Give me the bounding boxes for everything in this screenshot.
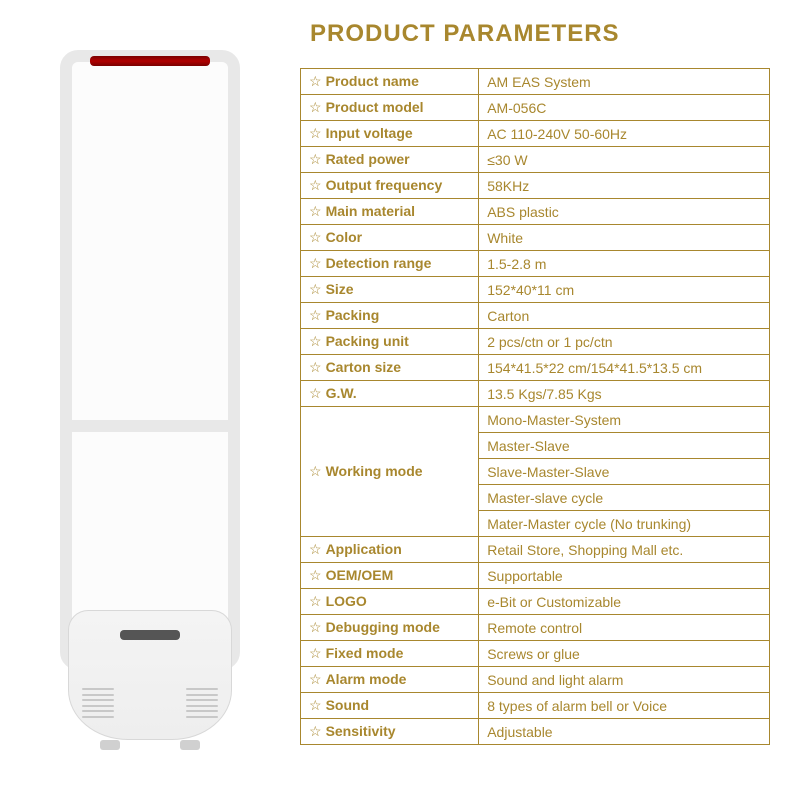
table-row: ☆LOGOe-Bit or Customizable [301,589,770,615]
table-row: ☆G.W.13.5 Kgs/7.85 Kgs [301,381,770,407]
spec-value: 152*40*11 cm [479,277,770,303]
table-row: ☆Product modelAM-056C [301,95,770,121]
spec-value: e-Bit or Customizable [479,589,770,615]
spec-label: ☆Application [301,537,479,563]
spec-value: 154*41.5*22 cm/154*41.5*13.5 cm [479,355,770,381]
table-row: ☆Debugging modeRemote control [301,615,770,641]
spec-label: ☆Packing [301,303,479,329]
spec-table: ☆Product nameAM EAS System☆Product model… [300,68,770,745]
spec-label: ☆Fixed mode [301,641,479,667]
star-icon: ☆ [309,177,322,193]
spec-label: ☆Input voltage [301,121,479,147]
spec-value: Master-slave cycle [479,485,770,511]
spec-value: White [479,225,770,251]
table-row: ☆Alarm modeSound and light alarm [301,667,770,693]
spec-label: ☆Detection range [301,251,479,277]
spec-label: ☆Product name [301,69,479,95]
table-row: ☆OEM/OEMSupportable [301,563,770,589]
star-icon: ☆ [309,619,322,635]
spec-label: ☆G.W. [301,381,479,407]
spec-value: ABS plastic [479,199,770,225]
star-icon: ☆ [309,645,322,661]
table-row: ☆Rated power≤30 W [301,147,770,173]
table-row: ☆Packing unit2 pcs/ctn or 1 pc/ctn [301,329,770,355]
spec-value: Sound and light alarm [479,667,770,693]
spec-label: ☆Color [301,225,479,251]
star-icon: ☆ [309,281,322,297]
spec-value: AM-056C [479,95,770,121]
star-icon: ☆ [309,385,322,401]
table-row: ☆Fixed modeScrews or glue [301,641,770,667]
spec-label: ☆Carton size [301,355,479,381]
star-icon: ☆ [309,671,322,687]
star-icon: ☆ [309,567,322,583]
table-row: ☆Output frequency58KHz [301,173,770,199]
page-title: PRODUCT PARAMETERS [310,20,770,48]
spec-value: Master-Slave [479,433,770,459]
spec-label: ☆Main material [301,199,479,225]
star-icon: ☆ [309,593,322,609]
table-row: ☆Input voltageAC 110-240V 50-60Hz [301,121,770,147]
spec-value: Retail Store, Shopping Mall etc. [479,537,770,563]
product-illustration [0,0,300,800]
spec-value: 2 pcs/ctn or 1 pc/ctn [479,329,770,355]
table-row: ☆SensitivityAdjustable [301,719,770,745]
star-icon: ☆ [309,697,322,713]
table-row: ☆ColorWhite [301,225,770,251]
table-row: ☆Product nameAM EAS System [301,69,770,95]
star-icon: ☆ [309,203,322,219]
star-icon: ☆ [309,359,322,375]
star-icon: ☆ [309,229,322,245]
table-row: ☆PackingCarton [301,303,770,329]
spec-value: Screws or glue [479,641,770,667]
spec-label: ☆Sound [301,693,479,719]
spec-value: Mater-Master cycle (No trunking) [479,511,770,537]
spec-value: 1.5-2.8 m [479,251,770,277]
content-area: PRODUCT PARAMETERS ☆Product nameAM EAS S… [300,0,800,800]
star-icon: ☆ [309,151,322,167]
star-icon: ☆ [309,73,322,89]
spec-value: ≤30 W [479,147,770,173]
star-icon: ☆ [309,125,322,141]
spec-label: ☆Rated power [301,147,479,173]
star-icon: ☆ [309,307,322,323]
spec-value: Supportable [479,563,770,589]
spec-value: 8 types of alarm bell or Voice [479,693,770,719]
spec-value: 58KHz [479,173,770,199]
spec-label: ☆Output frequency [301,173,479,199]
spec-value: Mono-Master-System [479,407,770,433]
spec-value: Remote control [479,615,770,641]
table-row: ☆Carton size154*41.5*22 cm/154*41.5*13.5… [301,355,770,381]
spec-value: Carton [479,303,770,329]
spec-label: ☆Product model [301,95,479,121]
star-icon: ☆ [309,723,322,739]
spec-value: AM EAS System [479,69,770,95]
spec-label: ☆Size [301,277,479,303]
spec-label: ☆Working mode [301,407,479,537]
spec-value: Adjustable [479,719,770,745]
spec-label: ☆LOGO [301,589,479,615]
spec-value: 13.5 Kgs/7.85 Kgs [479,381,770,407]
table-row: ☆Detection range1.5-2.8 m [301,251,770,277]
star-icon: ☆ [309,463,322,479]
table-row: ☆ApplicationRetail Store, Shopping Mall … [301,537,770,563]
spec-label: ☆Debugging mode [301,615,479,641]
star-icon: ☆ [309,541,322,557]
table-row: ☆Working modeMono-Master-System [301,407,770,433]
table-row: ☆Main materialABS plastic [301,199,770,225]
spec-value: Slave-Master-Slave [479,459,770,485]
eas-gate-icon [60,50,240,750]
table-row: ☆Size152*40*11 cm [301,277,770,303]
star-icon: ☆ [309,99,322,115]
spec-label: ☆Sensitivity [301,719,479,745]
spec-label: ☆Alarm mode [301,667,479,693]
table-row: ☆Sound8 types of alarm bell or Voice [301,693,770,719]
spec-label: ☆Packing unit [301,329,479,355]
spec-value: AC 110-240V 50-60Hz [479,121,770,147]
spec-label: ☆OEM/OEM [301,563,479,589]
star-icon: ☆ [309,255,322,271]
star-icon: ☆ [309,333,322,349]
